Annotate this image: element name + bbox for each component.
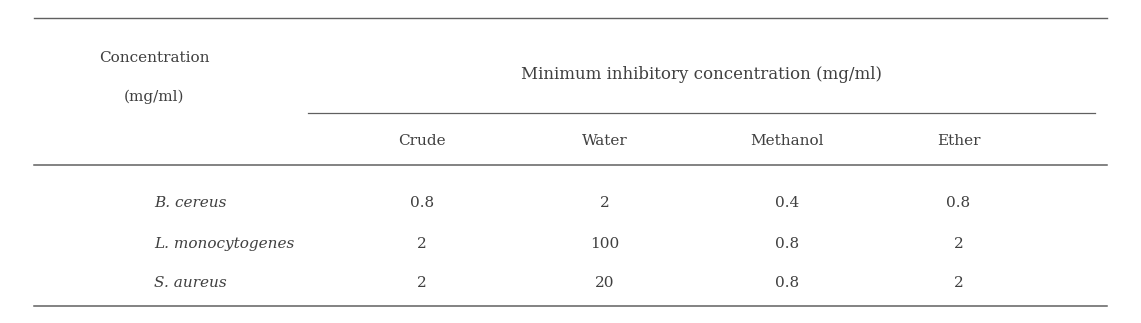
Text: 0.8: 0.8 bbox=[775, 237, 800, 251]
Text: 2: 2 bbox=[418, 237, 427, 251]
Text: 2: 2 bbox=[600, 196, 609, 211]
Text: L. monocytogenes: L. monocytogenes bbox=[154, 237, 294, 251]
Text: Water: Water bbox=[582, 133, 628, 148]
Text: Methanol: Methanol bbox=[751, 133, 824, 148]
Text: 2: 2 bbox=[954, 276, 963, 290]
Text: Crude: Crude bbox=[398, 133, 446, 148]
Text: Ether: Ether bbox=[937, 133, 980, 148]
Text: Minimum inhibitory concentration (mg/ml): Minimum inhibitory concentration (mg/ml) bbox=[521, 66, 882, 83]
Text: B. cereus: B. cereus bbox=[154, 196, 227, 211]
Text: 0.8: 0.8 bbox=[775, 276, 800, 290]
Text: (mg/ml): (mg/ml) bbox=[123, 90, 185, 104]
Text: Concentration: Concentration bbox=[99, 51, 209, 65]
Text: 2: 2 bbox=[954, 237, 963, 251]
Text: 2: 2 bbox=[418, 276, 427, 290]
Text: S. aureus: S. aureus bbox=[154, 276, 227, 290]
Text: 20: 20 bbox=[594, 276, 615, 290]
Text: 0.8: 0.8 bbox=[410, 196, 435, 211]
Text: 0.4: 0.4 bbox=[775, 196, 800, 211]
Text: 100: 100 bbox=[590, 237, 620, 251]
Text: 0.8: 0.8 bbox=[946, 196, 971, 211]
